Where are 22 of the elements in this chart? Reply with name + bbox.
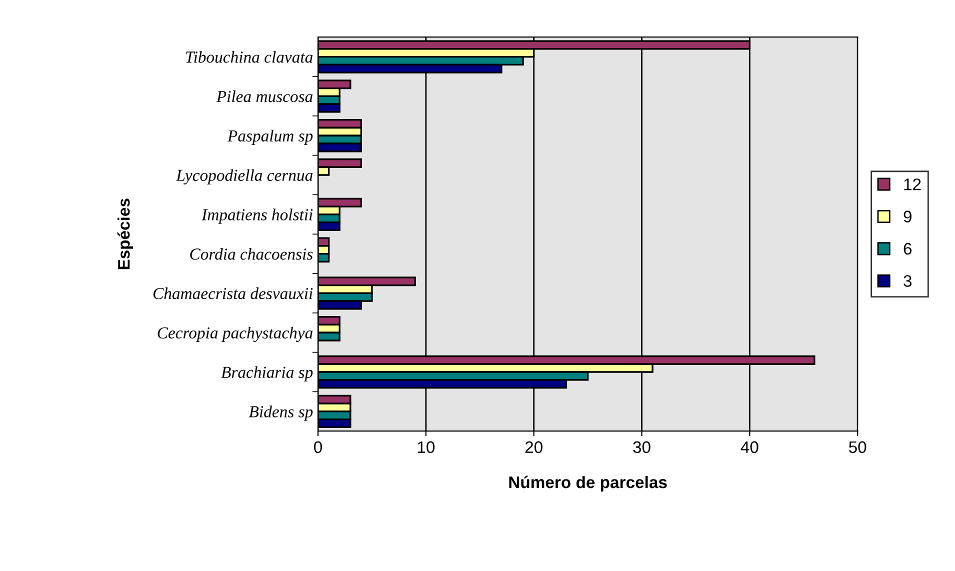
legend-label: 9 [904,210,912,222]
y-tick-label: Cecropia pachystachya [158,326,313,342]
y-tick-label: Tibouchina clavata [186,51,313,63]
y-tick-label: Cordia chacoensis [190,248,313,260]
x-tick-label: 30 [633,441,650,454]
y-tick-label: Bidens sp [248,406,313,421]
legend-label: 3 [904,275,912,287]
y-tick-label: Chamaecrista desvauxii [153,287,313,300]
x-tick-label: 50 [848,441,866,454]
y-axis-title: Espécies [117,198,134,270]
x-tick-label: 40 [740,441,758,454]
legend-label: 12 [904,178,921,190]
y-tick-label: Impatiens holstii [202,208,313,224]
y-tick-label: Pilea muscosa [216,90,313,102]
x-tick-label: 10 [418,441,435,454]
legend-label: 6 [904,242,912,255]
y-tick-label: Brachiaria sp [221,366,313,382]
y-tick-label: Lycopodiella cernua [176,169,313,184]
x-tick-label: 20 [525,441,542,454]
y-tick-label: Paspalum sp [227,130,313,145]
x-tick-label: 0 [314,441,322,454]
x-axis-title: Número de parcelas [509,476,667,492]
